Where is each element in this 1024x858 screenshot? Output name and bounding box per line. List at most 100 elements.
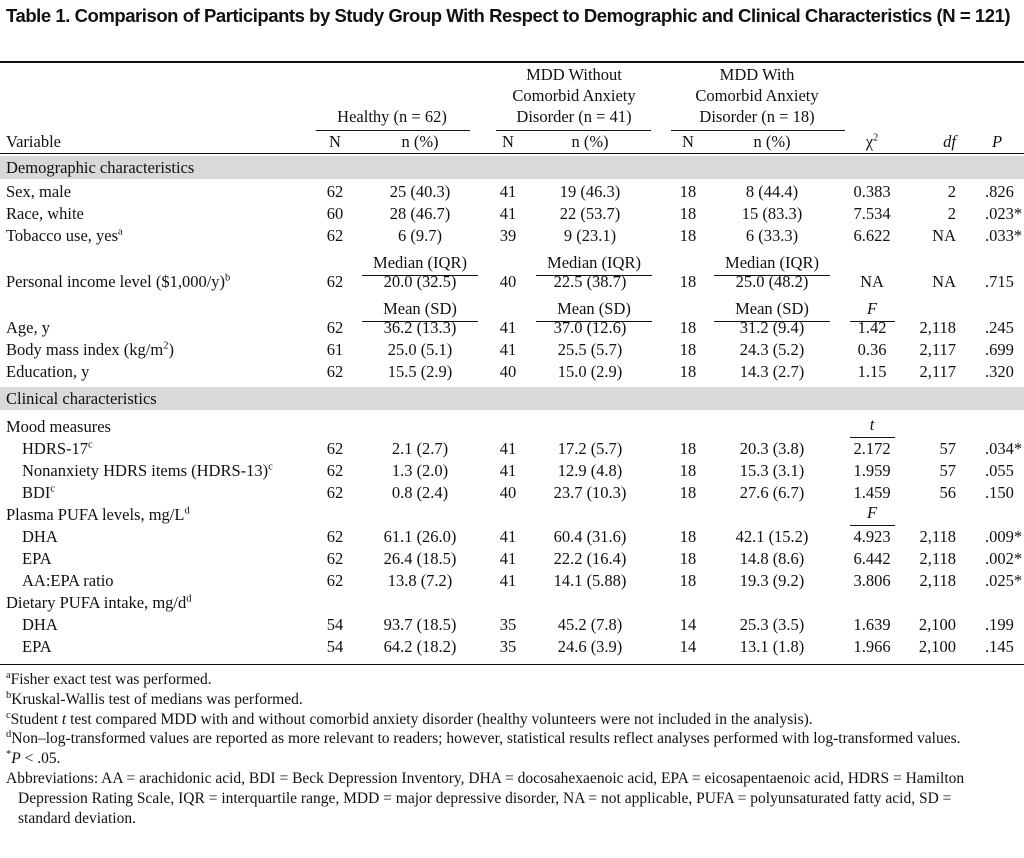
stat-header: t (869, 415, 875, 434)
column-header-text: χ (865, 132, 874, 151)
row-label: Age, y (6, 318, 50, 338)
cell: .009* (985, 527, 1023, 546)
cell: 1.459 (853, 483, 891, 502)
row-label-text: Education, y (6, 362, 90, 381)
underline (714, 275, 830, 276)
cell: 41 (499, 571, 517, 590)
cell: 23.7 (10.3) (553, 483, 627, 502)
cell: 37.0 (12.6) (553, 318, 627, 337)
column-header-sup: 2 (873, 132, 879, 144)
cell: .145 (985, 637, 1014, 656)
cell: 2 (947, 182, 956, 201)
title-rule (0, 61, 1024, 63)
cell: 41 (499, 549, 517, 568)
cell: .025* (985, 571, 1023, 590)
cell: 35 (499, 615, 517, 634)
row-label-text: DHA (22, 615, 58, 634)
underline (362, 275, 478, 276)
cell: 14 (679, 637, 697, 656)
footnote-text: Fisher exact test was performed. (10, 671, 212, 688)
section-title: Demographic characteristics (6, 158, 195, 177)
cell: 54 (326, 637, 344, 656)
column-header: n (%) (571, 132, 609, 151)
row-label-text: AA:EPA ratio (22, 571, 114, 590)
cell: 41 (499, 182, 517, 201)
cell: 93.7 (18.5) (383, 615, 457, 634)
cell: .033* (985, 226, 1023, 245)
cell: 18 (679, 362, 697, 381)
cell: 18 (679, 439, 697, 458)
cell: NA (932, 272, 956, 291)
row-label: Education, y (6, 362, 89, 382)
cell: 41 (499, 204, 517, 223)
cell: 24.3 (5.2) (739, 340, 805, 359)
cell: 41 (499, 439, 517, 458)
column-header: n (%) (401, 132, 439, 151)
row-label: Sex, male (6, 182, 71, 202)
cell: 0.36 (857, 340, 887, 359)
cell: 62 (326, 362, 344, 381)
cell: 6 (33.3) (745, 226, 799, 245)
subheader: Median (IQR) (373, 253, 467, 272)
cell: 19.3 (9.2) (739, 571, 805, 590)
cell: 62 (326, 439, 344, 458)
row-label: AA:EPA ratio (22, 571, 114, 591)
cell: 18 (679, 272, 697, 291)
row-label-text: Tobacco use, yes (6, 226, 119, 245)
underline (536, 321, 652, 322)
cell: 22.5 (38.7) (553, 272, 627, 291)
cell: 18 (679, 226, 697, 245)
cell: 60 (326, 204, 344, 223)
underline (362, 321, 478, 322)
row-label-text: EPA (22, 549, 52, 568)
cell: NA (932, 226, 956, 245)
cell: .826 (985, 182, 1014, 201)
cell: 26.4 (18.5) (383, 549, 457, 568)
row-label: HDRS-17c (22, 439, 93, 459)
row-label-text: Nonanxiety HDRS items (HDRS-13) (22, 461, 269, 480)
cell: 18 (679, 182, 697, 201)
cell: 64.2 (18.2) (383, 637, 457, 656)
cell: 18 (679, 571, 697, 590)
cell: 61 (326, 340, 344, 359)
cell: 2,117 (919, 340, 956, 359)
cell: 6.442 (853, 549, 891, 568)
cell: 57 (939, 439, 957, 458)
row-label: Body mass index (kg/m2) (6, 340, 174, 360)
row-label: Personal income level ($1,000/y)b (6, 272, 230, 292)
cell: 20.0 (32.5) (383, 272, 457, 291)
cell: .023* (985, 204, 1023, 223)
cell: 56 (939, 483, 957, 502)
cell: .150 (985, 483, 1014, 502)
cell: 35 (499, 637, 517, 656)
row-label: EPA (22, 549, 52, 569)
cell: 40 (499, 362, 517, 381)
cell: 2,118 (919, 318, 956, 337)
row-label-text: Sex, male (6, 182, 72, 201)
abbreviations: Abbreviations: AA = arachidonic acid, BD… (6, 769, 965, 827)
cell: 62 (326, 272, 344, 291)
cell: 36.2 (13.3) (383, 318, 457, 337)
subheader: Median (IQR) (725, 253, 819, 272)
row-label-sup: a (118, 226, 123, 238)
underline (850, 321, 895, 322)
cell: 2,100 (918, 637, 956, 656)
cell: 1.966 (853, 637, 891, 656)
row-label-text: Dietary PUFA intake, mg/d (6, 593, 187, 612)
row-label-text: DHA (22, 527, 58, 546)
cell: 60.4 (31.6) (553, 527, 627, 546)
cell: 1.959 (853, 461, 891, 480)
cell: 13.8 (7.2) (387, 571, 453, 590)
cell: 17.2 (5.7) (557, 439, 623, 458)
underline (316, 130, 470, 131)
cell: 39 (499, 226, 517, 245)
cell: .055 (985, 461, 1014, 480)
footnote-mark: c (6, 709, 11, 721)
cell: 62 (326, 461, 344, 480)
subheader: Median (IQR) (547, 253, 641, 272)
stat-header: F (866, 299, 878, 318)
column-header: N (502, 132, 514, 151)
cell: 25 (40.3) (389, 182, 451, 201)
column-header: N (682, 132, 694, 151)
cell: 9 (23.1) (563, 226, 617, 245)
